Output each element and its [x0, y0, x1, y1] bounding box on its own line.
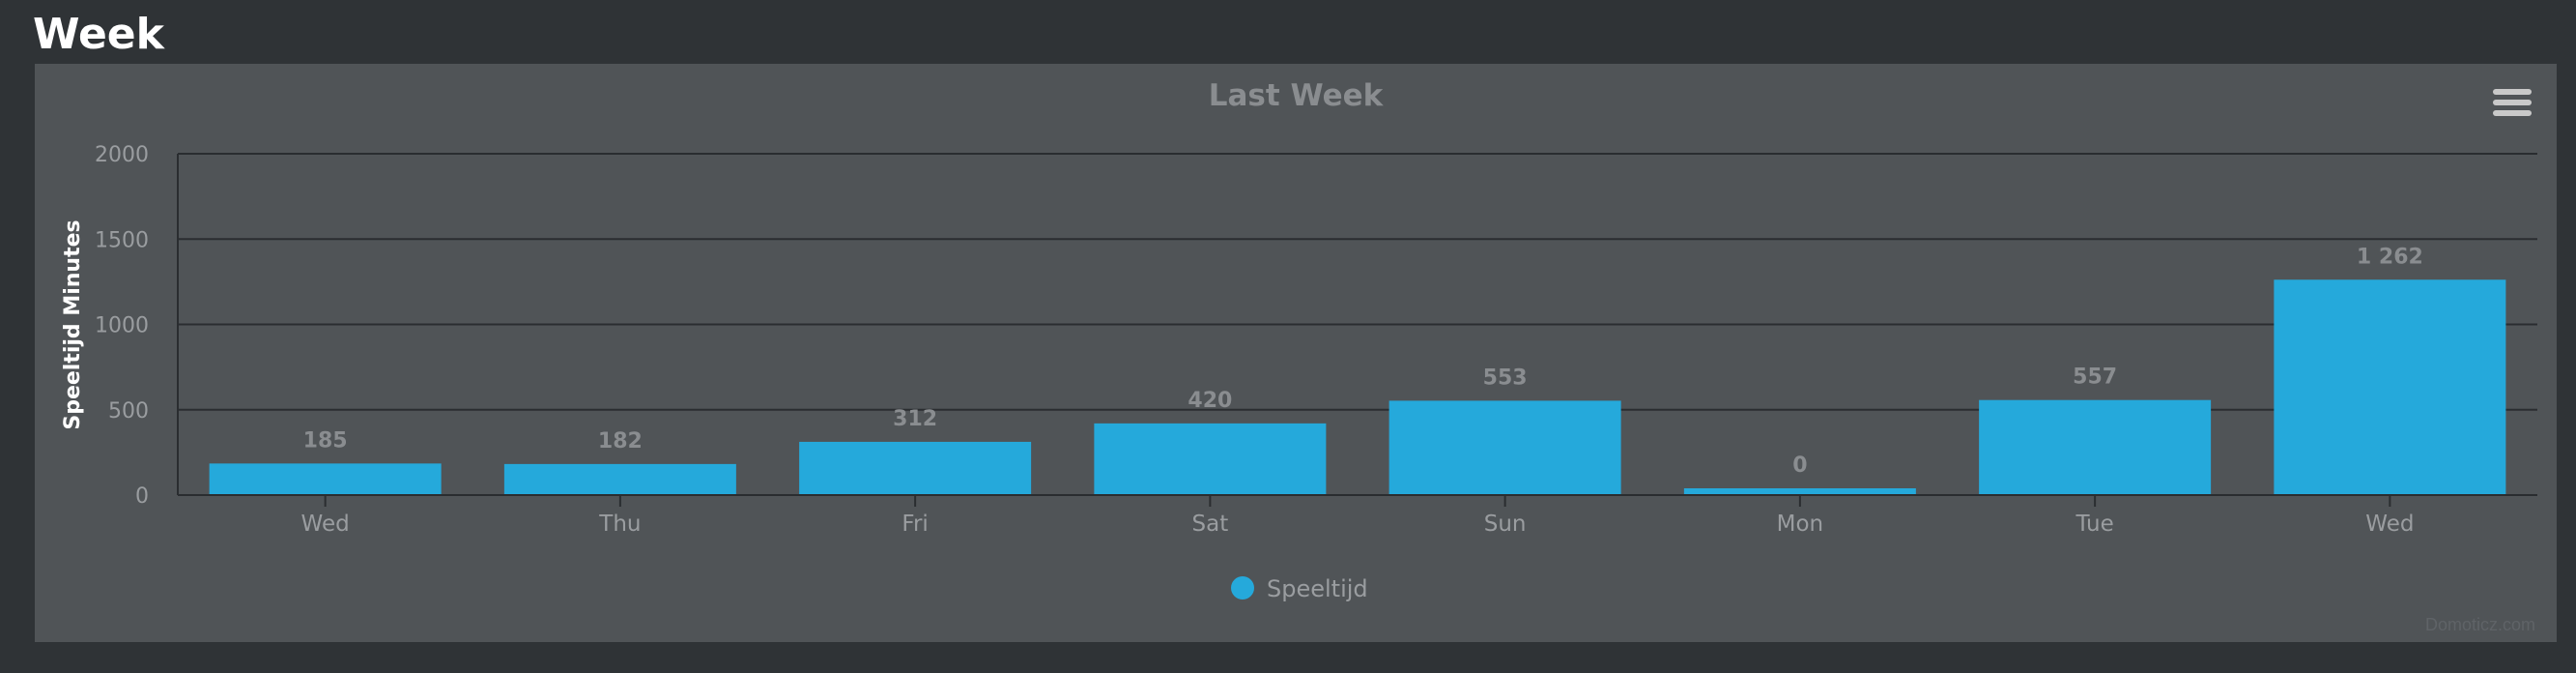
- bar[interactable]: [1683, 488, 1916, 495]
- x-axis: Wed Thu Fri Sat Sun Mon Tue Wed: [178, 494, 2537, 537]
- bar[interactable]: [503, 463, 736, 495]
- y-axis-title: Speeltijd Minutes: [61, 219, 85, 429]
- hamburger-menu-icon-bar: [2493, 110, 2532, 116]
- y-tick-label: 0: [135, 484, 149, 509]
- bar[interactable]: [1388, 400, 1621, 495]
- bar-chart: Last Week Speeltijd Minutes 0 500 1000 1500…: [61, 78, 2537, 602]
- legend[interactable]: Speeltijd: [1231, 575, 1368, 602]
- data-label: 557: [2073, 366, 2117, 390]
- y-tick-label: 500: [108, 399, 149, 424]
- bar[interactable]: [209, 463, 442, 495]
- data-label: 185: [303, 428, 348, 453]
- data-label: 312: [893, 407, 937, 431]
- legend-marker: [1231, 576, 1254, 600]
- data-label: 182: [598, 429, 643, 454]
- chart-panel: [35, 64, 2557, 642]
- y-tick-label: 1000: [95, 314, 149, 338]
- legend-label: Speeltijd: [1267, 575, 1368, 602]
- hamburger-menu-icon-bar: [2493, 100, 2532, 105]
- data-label: 1 262: [2357, 245, 2423, 269]
- data-label: 553: [1483, 366, 1528, 390]
- bar[interactable]: [799, 441, 1032, 495]
- y-tick-label: 1500: [95, 228, 149, 252]
- bar[interactable]: [2274, 279, 2506, 495]
- page-title: Week: [33, 10, 164, 59]
- x-tick-label: Mon: [1777, 512, 1824, 537]
- credits-link[interactable]: Domoticz.com: [2424, 615, 2535, 634]
- bar[interactable]: [1979, 399, 2212, 495]
- bars: 185 182 312 420 553 0 557 1 262: [209, 245, 2506, 495]
- data-label: 0: [1792, 454, 1807, 478]
- x-tick-label: Sat: [1192, 512, 1229, 537]
- chart-title: Last Week: [1209, 78, 1385, 113]
- x-tick-label: Thu: [598, 512, 641, 537]
- bar[interactable]: [1094, 423, 1327, 495]
- hamburger-menu-icon: [2493, 89, 2532, 95]
- x-tick-label: Wed: [301, 512, 350, 537]
- x-tick-label: Sun: [1484, 512, 1527, 537]
- x-tick-label: Wed: [2365, 512, 2414, 537]
- x-tick-label: Fri: [902, 512, 928, 537]
- data-label: 420: [1188, 389, 1232, 413]
- chart-menu-button[interactable]: [2493, 89, 2532, 122]
- x-tick-label: Tue: [2075, 512, 2113, 537]
- y-tick-label: 2000: [95, 143, 149, 167]
